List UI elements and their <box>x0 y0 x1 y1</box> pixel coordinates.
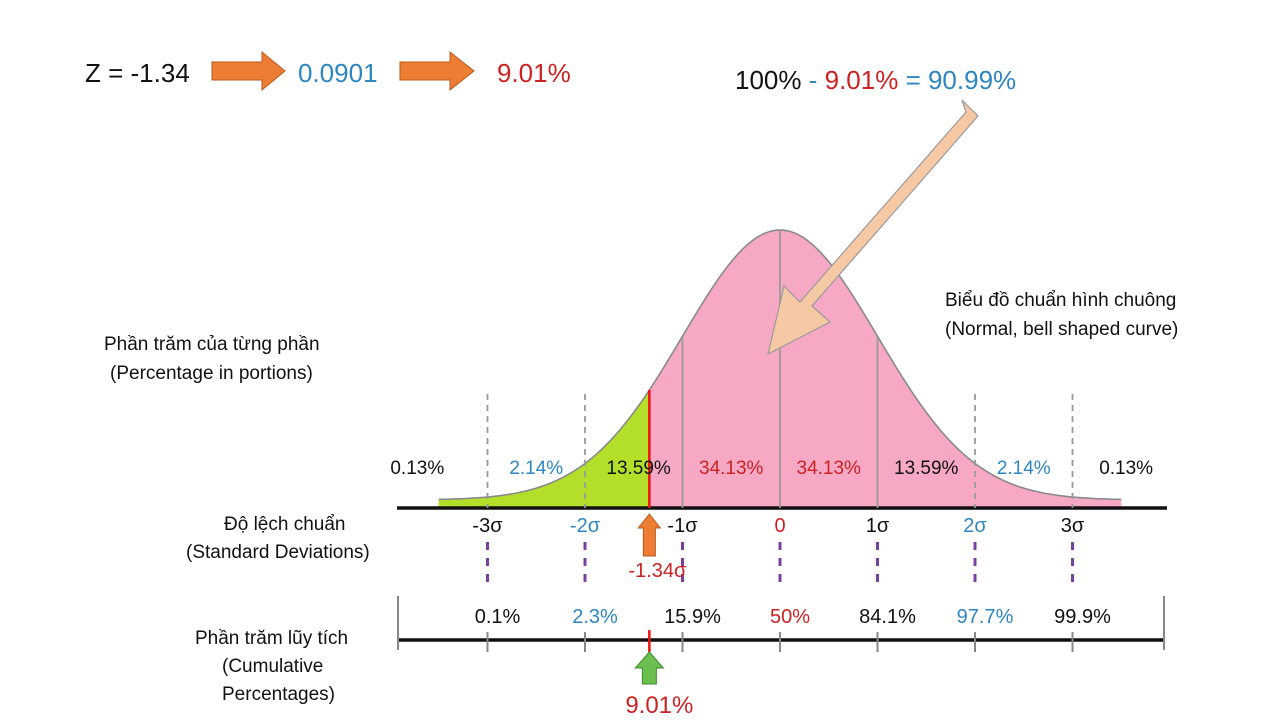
portion-label-vi: Phần trăm của từng phần <box>104 334 320 355</box>
sd-tick-label: -1σ <box>667 515 698 537</box>
cumulative-label: 15.9% <box>664 606 721 628</box>
portion-label: 0.13% <box>390 458 444 479</box>
cum-label-en-1: (Cumulative <box>222 656 323 677</box>
sd-label-en: (Standard Deviations) <box>186 542 370 563</box>
complement-part-1: 100% <box>735 65 802 95</box>
sd-axis-labels: -3σ -2σ -1σ 0 1σ 2σ 3σ <box>472 515 1084 537</box>
sd-tick-label: -2σ <box>570 515 601 537</box>
z-marker: -1.34σ 9.01% <box>625 513 693 719</box>
curve-area-green <box>438 389 650 508</box>
portion-label: 34.13% <box>699 458 764 479</box>
bell-label-vi: Biểu đồ chuẩn hình chuông <box>945 290 1176 311</box>
complement-part-2: - <box>802 65 825 95</box>
portion-label: 13.59% <box>894 458 959 479</box>
probability-text: 0.0901 <box>298 58 378 88</box>
cumulative-label: 99.9% <box>1054 606 1111 628</box>
cum-label-vi: Phần trăm lũy tích <box>195 628 348 649</box>
arrow-up-icon <box>637 513 662 557</box>
shaded-percent-label: 9.01% <box>625 692 693 719</box>
sd-tick-label: 0 <box>774 515 785 537</box>
sd-tick-label: 1σ <box>866 515 890 537</box>
cumulative-label: 50% <box>770 606 810 628</box>
arrow-down-left-icon <box>767 99 979 356</box>
cumulative-label: 84.1% <box>859 606 916 628</box>
complement-part-3: 9.01% <box>825 65 899 95</box>
sd-dividers <box>486 231 1074 508</box>
bell-label-en: (Normal, bell shaped curve) <box>945 319 1178 340</box>
cumulative-axis: 0.1% 2.3% 15.9% 50% 84.1% 97.7% 99.9% <box>397 596 1165 652</box>
sd-tick-label: 2σ <box>963 515 987 537</box>
z-value-label: -1.34σ <box>628 560 687 582</box>
cumulative-label: 2.3% <box>572 606 618 628</box>
sd-tick-label: -3σ <box>472 515 503 537</box>
cumulative-label: 0.1% <box>475 606 521 628</box>
portion-label: 34.13% <box>797 458 862 479</box>
cum-label-en-2: Percentages) <box>222 684 335 705</box>
cumulative-label: 97.7% <box>957 606 1014 628</box>
sd-tick-label: 3σ <box>1061 515 1085 537</box>
complement-part-4: = 90.99% <box>898 65 1016 95</box>
portion-label: 13.59% <box>606 458 671 479</box>
portion-label: 2.14% <box>997 458 1051 479</box>
complement-formula: 100% - 9.01% = 90.99% <box>735 65 1016 95</box>
arrow-right-icon <box>211 50 286 92</box>
arrow-up-icon <box>634 651 665 685</box>
purple-connectors <box>486 542 1074 590</box>
percent-text: 9.01% <box>497 58 571 88</box>
portion-label: 2.14% <box>509 458 563 479</box>
portion-label: 0.13% <box>1099 458 1153 479</box>
sd-label-vi: Độ lệch chuẩn <box>224 514 345 535</box>
curve-outline <box>438 229 1122 501</box>
portion-labels: 0.13% 2.14% 13.59% 34.13% 34.13% 13.59% 2.14% 0… <box>390 458 1153 479</box>
arrow-right-icon <box>399 50 475 92</box>
portion-label-en: (Percentage in portions) <box>110 363 313 384</box>
z-score-text: Z = -1.34 <box>85 58 190 88</box>
